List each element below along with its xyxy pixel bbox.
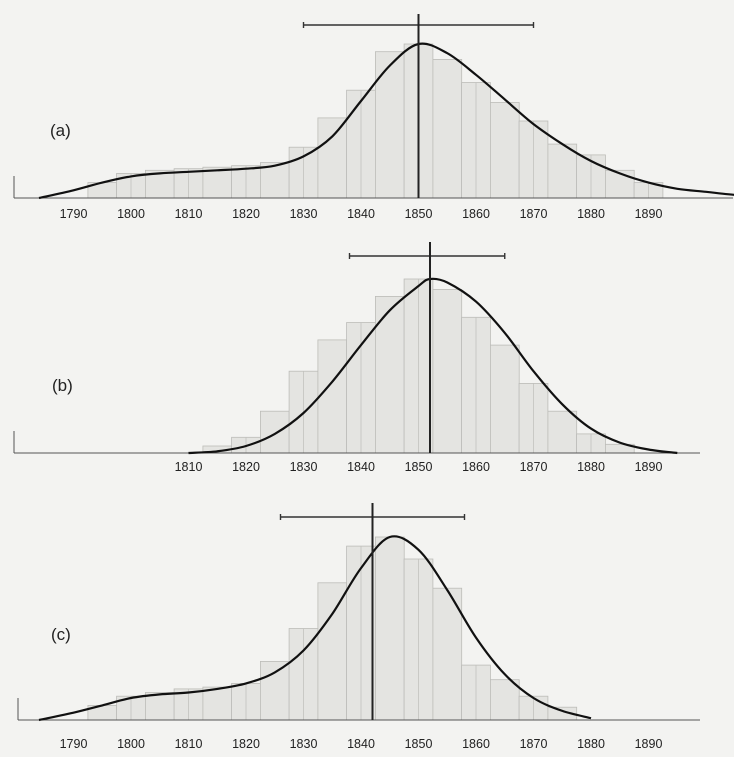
- x-tick-label: 1800: [117, 737, 145, 751]
- x-tick-label: 1830: [290, 460, 318, 474]
- histogram-bar: [432, 59, 463, 199]
- histogram-bar: [317, 582, 348, 721]
- histogram-bar: [489, 102, 520, 199]
- panel-label-a: (a): [50, 121, 71, 140]
- x-tick-label: 1850: [405, 737, 433, 751]
- histogram-bar: [317, 339, 348, 454]
- x-tick-label: 1790: [60, 737, 88, 751]
- x-tick-label: 1880: [577, 737, 605, 751]
- x-tick-label: 1870: [520, 207, 548, 221]
- histogram-bar: [374, 295, 405, 454]
- x-tick-label: 1830: [290, 207, 318, 221]
- density-curve: [38, 42, 734, 200]
- x-tick-label: 1810: [175, 460, 203, 474]
- histogram-bar: [489, 344, 520, 454]
- histogram-bar: [547, 143, 578, 199]
- histogram-bar: [432, 587, 463, 721]
- x-tick-label: 1820: [232, 737, 260, 751]
- panel-label-b: (b): [52, 376, 73, 395]
- chart-panel-b: (b) 1810 1820 1830 1840 1850 1860 1870 1880 1890: [13, 242, 700, 474]
- x-tick-label: 1870: [520, 737, 548, 751]
- panel-label-c: (c): [51, 625, 71, 644]
- histogram-bar: [144, 692, 175, 721]
- x-tick-label: 1850: [405, 207, 433, 221]
- x-tick-label: 1820: [232, 207, 260, 221]
- x-tick-label: 1840: [347, 460, 375, 474]
- x-tick-label: 1790: [60, 207, 88, 221]
- histogram-bar: [259, 661, 290, 721]
- histogram-bar: [374, 536, 405, 721]
- x-tick-label: 1810: [175, 207, 203, 221]
- density-curve: [38, 535, 592, 722]
- x-tick-label: 1860: [462, 207, 490, 221]
- x-tick-label: 1860: [462, 460, 490, 474]
- x-tick-label: 1890: [635, 207, 663, 221]
- histogram-bar: [259, 410, 290, 454]
- x-tick-label: 1880: [577, 207, 605, 221]
- x-tick-label: 1800: [117, 207, 145, 221]
- x-tick-label: 1810: [175, 737, 203, 751]
- x-tick-label: 1840: [347, 207, 375, 221]
- x-tick-label: 1890: [635, 737, 663, 751]
- histogram-bar: [144, 169, 175, 199]
- x-tick-label: 1850: [405, 460, 433, 474]
- histogram-bar: [547, 410, 578, 454]
- x-tick-label: 1840: [347, 737, 375, 751]
- x-tick-label: 1880: [577, 460, 605, 474]
- x-tick-label: 1830: [290, 737, 318, 751]
- histogram-bar: [432, 288, 463, 454]
- x-tick-label: 1860: [462, 737, 490, 751]
- histogram-bar: [489, 679, 520, 721]
- histogram-bar: [605, 169, 635, 199]
- histogram-bar: [202, 686, 233, 721]
- x-tick-label: 1870: [520, 460, 548, 474]
- histogram-bar: [317, 117, 348, 199]
- x-tick-label: 1820: [232, 460, 260, 474]
- chart-panel-c: (c) 1790 1800 1810 1820 1830 1840 1850 1860 1870…: [17, 503, 700, 751]
- chart-panel-a: (a) 1790 1800 1810 1820 1830 1840 1850 1860 1870…: [13, 14, 734, 221]
- histogram-bar: [374, 51, 405, 199]
- x-tick-label: 1890: [635, 460, 663, 474]
